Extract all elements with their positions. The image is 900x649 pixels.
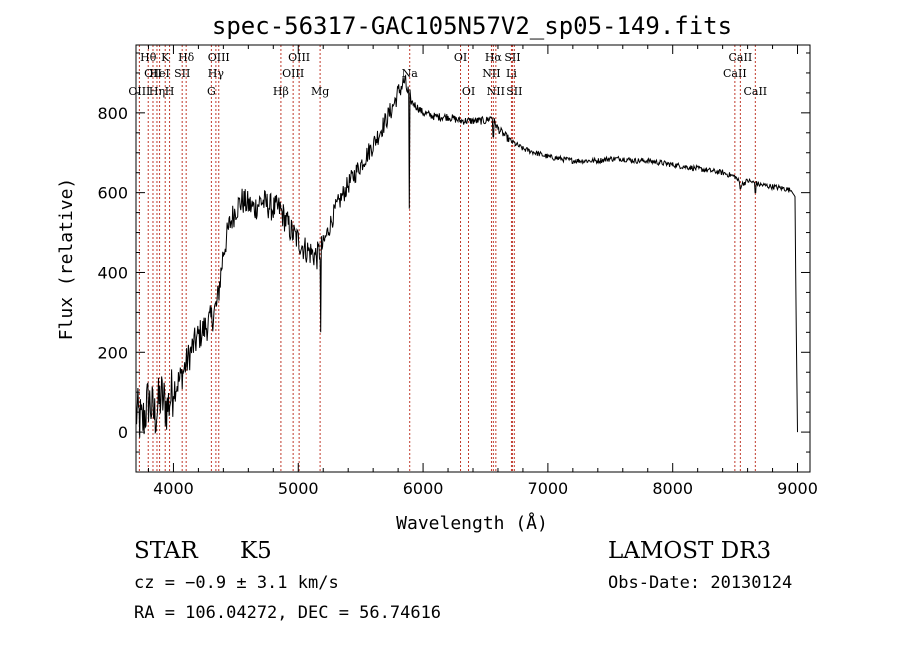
line-marker-label: OIII [128,85,150,98]
line-marker-label: K [161,51,170,64]
line-marker-label: Hδ [178,51,195,64]
y-tick-label: 200 [97,343,128,362]
line-marker-label: OIII [282,67,304,80]
plot-frame [135,44,811,473]
line-marker-label: Na [402,67,419,80]
line-marker-label: SII [174,67,190,80]
line-marker-label: OII [144,67,162,80]
line-marker-label: NII [487,85,505,98]
y-tick-label: 400 [97,263,128,282]
line-marker-label: Li [506,67,517,80]
y-axis-label: Flux (relative) [56,178,77,341]
line-marker-label: SII [506,85,522,98]
line-marker-label: HeI [149,67,169,80]
x-tick-label: 9000 [777,479,818,498]
line-marker-label: Hα [485,51,503,64]
x-tick-label: 6000 [403,479,444,498]
line-marker-label: Hγ [208,67,225,80]
line-marker-label: H [165,85,175,98]
x-tick-label: 5000 [278,479,319,498]
survey-name: LAMOST DR3 [608,538,772,564]
line-marker-label: OIII [208,51,230,64]
line-marker-label: Mg [311,85,329,98]
y-tick-label: 600 [97,184,128,203]
line-marker-label: SII [504,51,520,64]
coordinates: RA = 106.04272, DEC = 56.74616 [134,603,442,623]
spectrum-line [135,74,798,438]
line-marker-label: OI [462,85,475,98]
y-tick-label: 0 [118,423,128,442]
line-marker-label: Hθ [140,51,157,64]
x-tick-label: 4000 [153,479,194,498]
line-marker-label: OIII [288,51,310,64]
y-tick-label: 800 [97,104,128,123]
line-marker-label: NII [482,67,500,80]
line-marker-label: G [207,85,216,98]
line-marker-label: CaII [729,51,753,64]
object-subclass: K5 [240,538,272,564]
line-marker-label: CaII [723,67,747,80]
x-tick-label: 7000 [528,479,569,498]
x-axis-label: Wavelength (Å) [396,512,548,534]
line-marker-label: OI [454,51,467,64]
observation-date: Obs-Date: 20130124 [608,573,793,593]
object-class: STAR [134,538,198,564]
line-marker-label: Hη [149,85,165,98]
x-tick-label: 8000 [652,479,693,498]
line-marker-label: Hβ [273,85,289,98]
redshift-value: cz = −0.9 ± 3.1 km/s [134,573,339,593]
line-marker-label: CaII [743,85,767,98]
chart-title: spec-56317-GAC105N57V2_sp05-149.fits [212,12,732,40]
